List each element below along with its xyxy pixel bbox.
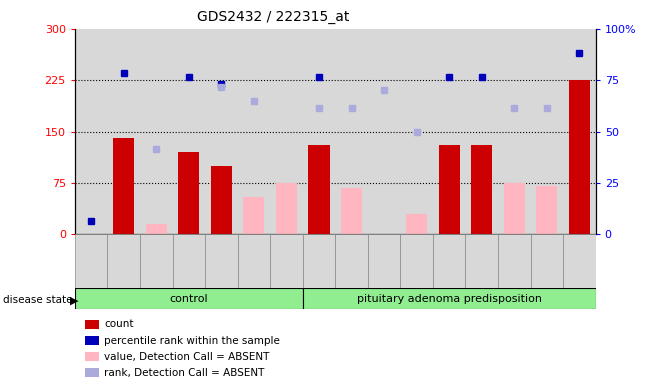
Bar bbox=[75, 29, 107, 234]
Bar bbox=[531, 234, 563, 290]
Bar bbox=[335, 234, 368, 290]
Text: value, Detection Call = ABSENT: value, Detection Call = ABSENT bbox=[104, 352, 270, 362]
Bar bbox=[335, 29, 368, 234]
Bar bbox=[531, 29, 563, 234]
Bar bbox=[303, 29, 335, 234]
Bar bbox=[563, 234, 596, 290]
Bar bbox=[569, 80, 590, 234]
Text: pituitary adenoma predisposition: pituitary adenoma predisposition bbox=[357, 293, 542, 304]
Text: rank, Detection Call = ABSENT: rank, Detection Call = ABSENT bbox=[104, 368, 264, 378]
Bar bbox=[433, 234, 465, 290]
Bar bbox=[536, 186, 557, 234]
Bar bbox=[205, 29, 238, 234]
Bar bbox=[113, 138, 134, 234]
Bar bbox=[107, 29, 140, 234]
Bar bbox=[303, 288, 596, 309]
Bar bbox=[173, 29, 205, 234]
Text: count: count bbox=[104, 319, 133, 329]
Bar bbox=[498, 29, 531, 234]
Bar bbox=[439, 145, 460, 234]
Text: disease state: disease state bbox=[3, 295, 73, 305]
Bar bbox=[400, 29, 433, 234]
Bar bbox=[433, 29, 465, 234]
Bar bbox=[276, 183, 297, 234]
Bar bbox=[205, 234, 238, 290]
Bar bbox=[465, 234, 498, 290]
Bar bbox=[504, 183, 525, 234]
Bar bbox=[238, 29, 270, 234]
Bar bbox=[368, 234, 400, 290]
Bar bbox=[406, 214, 427, 234]
Bar bbox=[75, 234, 107, 290]
Bar bbox=[563, 29, 596, 234]
Bar bbox=[471, 145, 492, 234]
Bar bbox=[238, 234, 270, 290]
Text: GDS2432 / 222315_at: GDS2432 / 222315_at bbox=[197, 10, 350, 23]
Bar bbox=[75, 288, 303, 309]
Bar bbox=[400, 234, 433, 290]
Bar bbox=[498, 234, 531, 290]
Bar bbox=[211, 166, 232, 234]
Bar bbox=[243, 197, 264, 234]
Bar bbox=[146, 224, 167, 234]
Bar bbox=[178, 152, 199, 234]
Bar bbox=[140, 29, 173, 234]
Bar bbox=[140, 234, 173, 290]
Bar bbox=[270, 29, 303, 234]
Bar bbox=[309, 145, 329, 234]
Text: percentile rank within the sample: percentile rank within the sample bbox=[104, 336, 280, 346]
Bar bbox=[465, 29, 498, 234]
Bar bbox=[173, 234, 205, 290]
Bar bbox=[341, 188, 362, 234]
Bar bbox=[303, 234, 335, 290]
Bar bbox=[107, 234, 140, 290]
Text: control: control bbox=[169, 293, 208, 304]
Bar bbox=[368, 29, 400, 234]
Text: ▶: ▶ bbox=[70, 295, 79, 305]
Bar bbox=[270, 234, 303, 290]
